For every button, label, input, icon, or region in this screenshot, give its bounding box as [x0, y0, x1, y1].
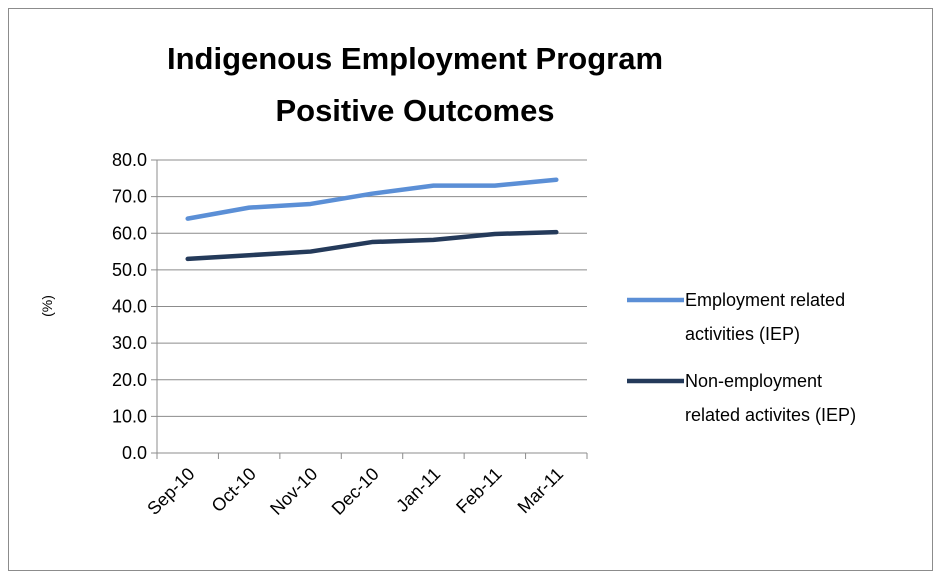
legend-label-1-line-0: Non-employment [685, 371, 822, 391]
y-tick-label-4: 40.0 [112, 297, 147, 317]
x-tick-labels: Sep-10 Oct-10 Nov-10 Dec-10 Jan-11 Feb-11 Mar-… [143, 464, 567, 519]
legend-label-0-line-1: activities (IEP) [685, 324, 800, 344]
y-tick-label-6: 60.0 [112, 223, 147, 243]
y-tick-label-5: 50.0 [112, 260, 147, 280]
axes [151, 159, 588, 459]
y-tick-label-2: 20.0 [112, 370, 147, 390]
legend-label-0-line-0: Employment related [685, 290, 845, 310]
x-tick-label-0: Sep-10 [143, 464, 198, 519]
y-tick-label-8: 80.0 [112, 150, 147, 170]
series-lines [185, 177, 559, 262]
series-line-0 [185, 177, 559, 221]
x-tick-label-1: Oct-10 [208, 464, 260, 516]
x-tick-label-2: Nov-10 [266, 464, 321, 519]
y-axis-label: (%) [39, 295, 55, 317]
y-tick-labels: 0.0 10.0 20.0 30.0 40.0 50.0 60.0 70.0 80.0 [112, 150, 147, 463]
y-tick-label-7: 70.0 [112, 187, 147, 207]
chart-frame [8, 8, 933, 571]
y-tick-label-0: 0.0 [122, 443, 147, 463]
series-line-1 [185, 229, 559, 262]
x-tick-label-3: Dec-10 [328, 464, 383, 519]
x-tick-label-5: Feb-11 [452, 464, 506, 518]
x-tick-label-4: Jan-11 [392, 464, 444, 516]
x-tick-label-6: Mar-11 [514, 464, 568, 518]
gridlines [157, 159, 587, 417]
legend-label-1-line-1: related activites (IEP) [685, 405, 856, 425]
chart-title: Indigenous Employment Program Positive O… [167, 41, 663, 128]
chart-title-line-2: Positive Outcomes [275, 93, 554, 128]
legend: Employment related activities (IEP) Non-em… [627, 290, 856, 425]
chart-title-line-1: Indigenous Employment Program [167, 41, 663, 76]
y-tick-label-3: 30.0 [112, 333, 147, 353]
y-tick-label-1: 10.0 [112, 406, 147, 426]
